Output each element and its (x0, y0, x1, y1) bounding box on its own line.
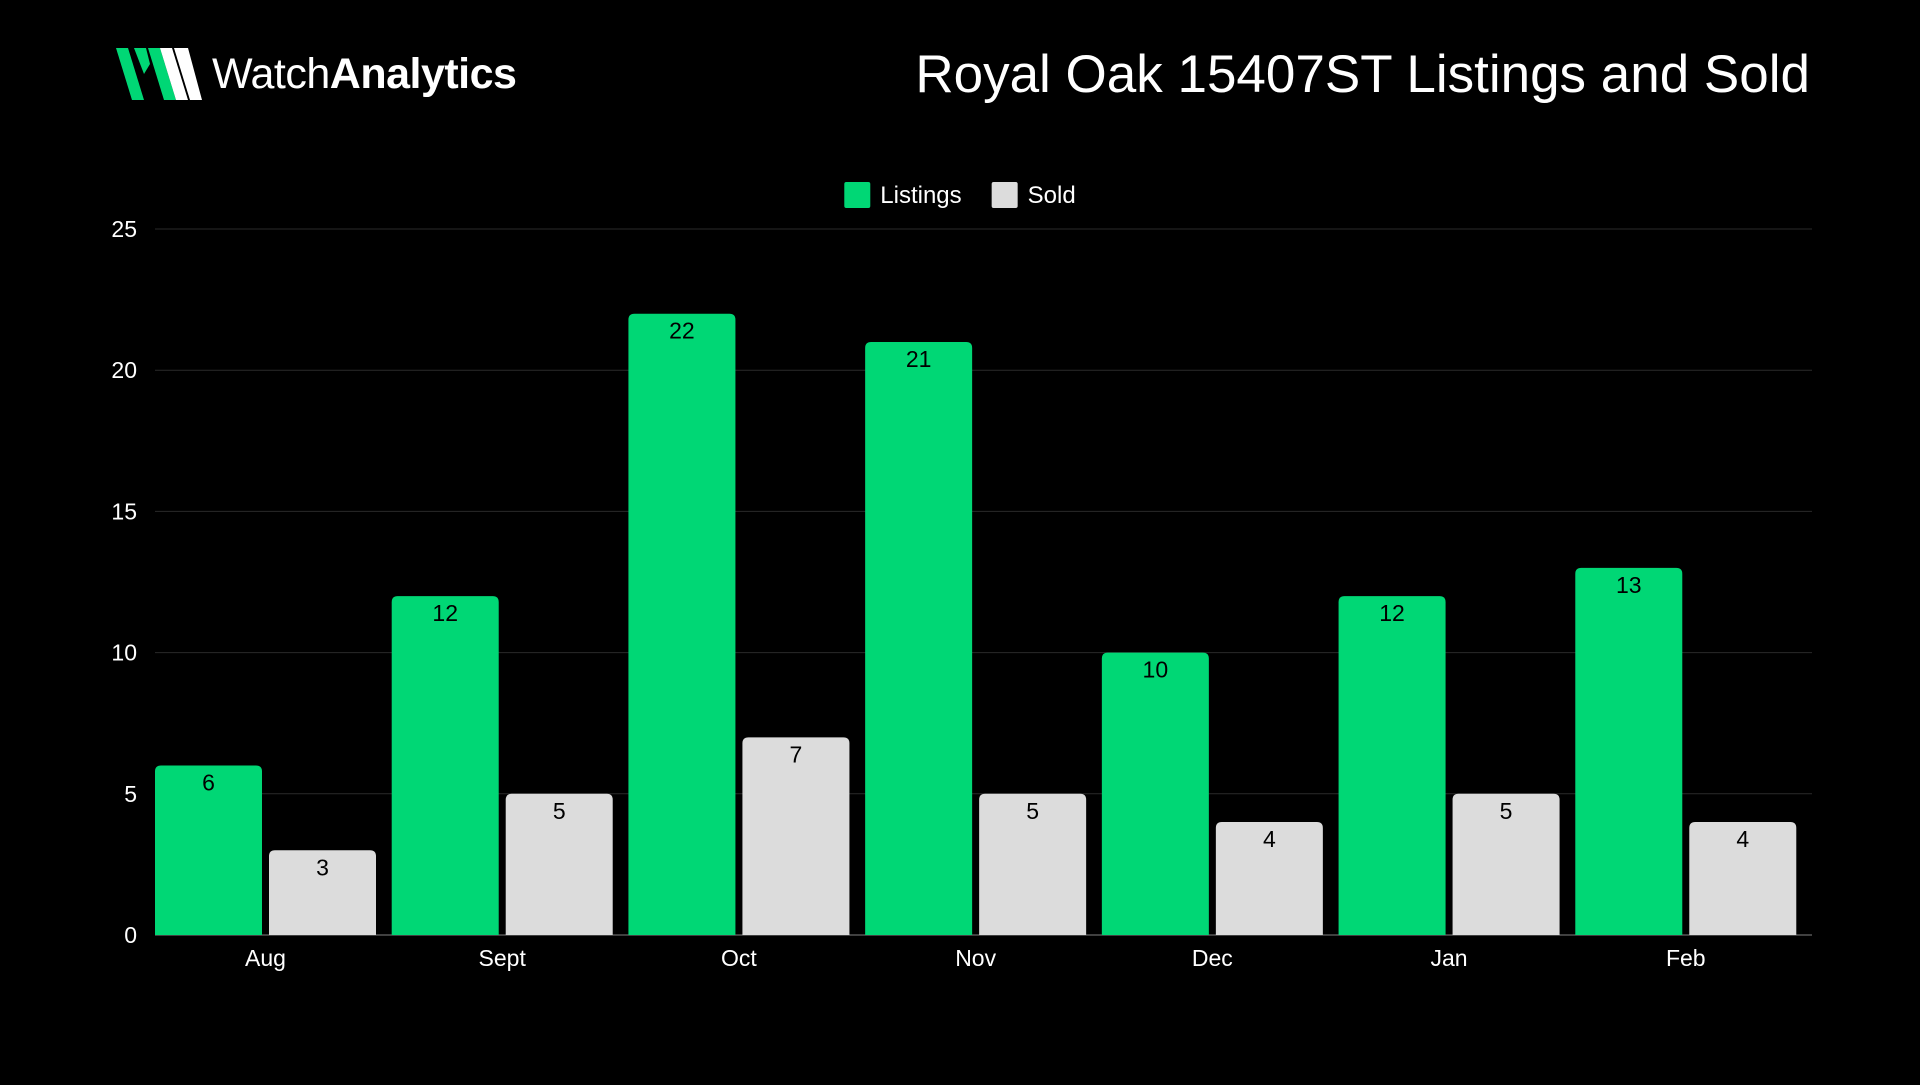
y-tick-label: 10 (111, 640, 137, 666)
brand-name: WatchAnalytics (212, 44, 517, 104)
legend-item-sold[interactable]: Sold (991, 182, 1076, 209)
bar-listings-nov[interactable] (865, 341, 973, 936)
x-tick-label: Jan (1431, 945, 1468, 971)
bar-listings-oct[interactable] (628, 313, 736, 936)
bar-sold-aug[interactable] (269, 850, 376, 935)
bar-sold-oct[interactable] (742, 737, 850, 935)
bar-sold-nov[interactable] (979, 793, 1087, 935)
legend-label-sold: Sold (1028, 182, 1076, 209)
y-tick-label: 5 (124, 781, 137, 807)
data-label-sold: 3 (316, 854, 329, 880)
legend-swatch-listings (844, 182, 871, 208)
data-label-sold: 5 (1026, 798, 1039, 824)
y-tick-label: 0 (124, 922, 137, 948)
data-label-listings: 10 (1143, 657, 1169, 683)
data-label-sold: 5 (1500, 798, 1513, 824)
y-tick-label: 15 (111, 498, 137, 524)
legend-swatch-sold (991, 182, 1018, 208)
chart-title: Royal Oak 15407ST Listings and Sold (915, 45, 1810, 104)
x-tick-label: Aug (245, 945, 286, 971)
data-label-listings: 12 (432, 600, 458, 626)
x-tick-label: Dec (1192, 945, 1233, 971)
y-tick-label: 20 (111, 357, 137, 383)
x-tick-label: Sept (479, 945, 527, 971)
watchanalytics-logo-icon (116, 48, 202, 100)
data-label-listings: 21 (906, 346, 932, 372)
data-label-sold: 7 (790, 741, 803, 767)
bar-listings-dec[interactable] (1101, 652, 1209, 935)
bar-series: 6 3 12 5 22 7 21 5 10 4 12 5 13 4 (155, 313, 1797, 936)
data-label-listings: 6 (202, 770, 215, 796)
header: WatchAnalytics Royal Oak 15407ST Listing… (0, 0, 1920, 150)
data-label-listings: 13 (1616, 572, 1642, 598)
brand-name-light: Watch (212, 50, 330, 98)
x-tick-label: Oct (721, 945, 757, 971)
x-tick-label: Nov (955, 945, 996, 971)
bar-listings-feb[interactable] (1575, 567, 1683, 935)
bar-sold-feb[interactable] (1689, 822, 1797, 935)
legend-label-listings: Listings (880, 182, 961, 209)
bar-sold-sept[interactable] (505, 793, 613, 935)
y-tick-label: 25 (111, 216, 137, 242)
bar-sold-jan[interactable] (1452, 793, 1560, 935)
legend: Listings Sold (844, 182, 1076, 209)
data-label-sold: 5 (553, 798, 566, 824)
x-axis: Aug Sept Oct Nov Dec Jan Feb (245, 945, 1706, 971)
bar-sold-dec[interactable] (1215, 822, 1323, 935)
data-label-listings: 22 (669, 318, 695, 344)
bar-listings-sept[interactable] (391, 596, 499, 935)
data-label-sold: 4 (1736, 826, 1749, 852)
brand-logo[interactable]: WatchAnalytics (114, 44, 517, 104)
x-tick-label: Feb (1666, 945, 1706, 971)
brand-name-bold: Analytics (329, 50, 517, 98)
data-label-sold: 4 (1263, 826, 1276, 852)
data-label-listings: 12 (1379, 600, 1405, 626)
bar-listings-aug[interactable] (155, 765, 262, 935)
bar-listings-jan[interactable] (1338, 596, 1446, 935)
legend-item-listings[interactable]: Listings (844, 182, 962, 209)
y-axis: 0 5 10 15 20 25 (111, 216, 137, 948)
